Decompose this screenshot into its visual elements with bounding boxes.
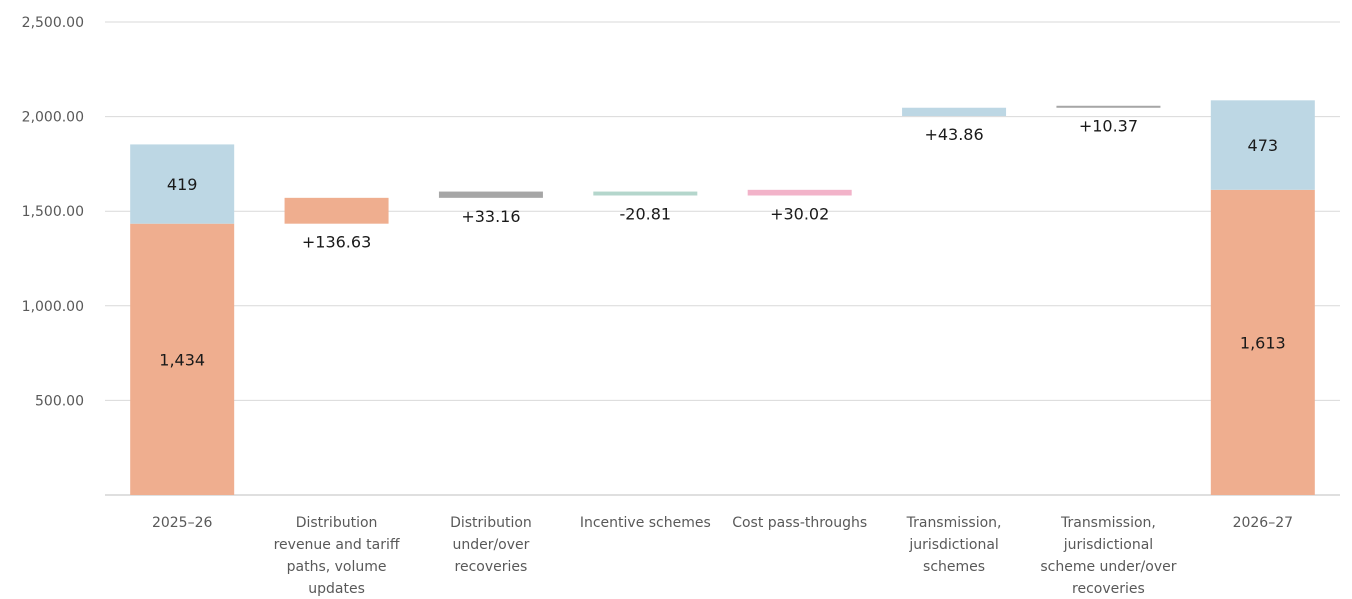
category-label: Transmission, jurisdictional schemes [906, 515, 1002, 575]
category-label: 2025–26 [152, 515, 213, 531]
gridlines [105, 21, 1340, 496]
step-value-label: +30.02 [770, 205, 829, 224]
step-bar [747, 189, 852, 196]
step-value-label: -20.81 [620, 205, 672, 224]
y-tick-label: 1,000.00 [22, 299, 84, 315]
total-bar-distribution-segment [1210, 189, 1315, 495]
step-value-label: +33.16 [461, 207, 520, 226]
y-tick-label: 2,500.00 [22, 15, 84, 31]
step-bar [1056, 105, 1161, 108]
step-bar [284, 197, 389, 224]
total-segment-label: 473 [1248, 136, 1279, 155]
step-bar [593, 191, 698, 196]
step-bar [438, 191, 543, 198]
y-axis-ticks: 500.00 1,000.00 1,500.00 2,000.00 2,500.00 [22, 15, 84, 409]
total-bar-transmission-segment [130, 144, 235, 224]
y-tick-label: 500.00 [35, 393, 84, 409]
category-label: Transmission, jurisdictional scheme under/… [1040, 515, 1176, 597]
step-value-label: +10.37 [1079, 117, 1138, 136]
y-tick-label: 2,000.00 [22, 110, 84, 126]
step-bar [902, 107, 1007, 117]
total-segment-label: 1,434 [159, 350, 205, 369]
step-value-label: +43.86 [924, 125, 983, 144]
category-label: Incentive schemes [580, 515, 711, 531]
step-value-label: +136.63 [302, 233, 371, 252]
category-label: Cost pass-throughs [732, 515, 867, 531]
y-tick-label: 1,500.00 [22, 204, 84, 220]
category-labels: 2025–26 Distribution revenue and tariff pat… [152, 515, 1293, 597]
total-bar-distribution-segment [130, 223, 235, 495]
bars [130, 100, 1315, 495]
category-label: Distribution under/over recoveries [450, 515, 532, 575]
category-label: 2026–27 [1233, 515, 1293, 531]
total-segment-label: 419 [167, 175, 198, 194]
total-segment-label: 1,613 [1240, 333, 1286, 352]
data-labels: 1,434 419 1,613 473 +136.63 +33.16 -20.81 +30.0… [159, 117, 1285, 370]
category-label: Distribution revenue and tariff paths, vol… [274, 515, 400, 597]
total-bar-transmission-segment [1210, 100, 1315, 190]
